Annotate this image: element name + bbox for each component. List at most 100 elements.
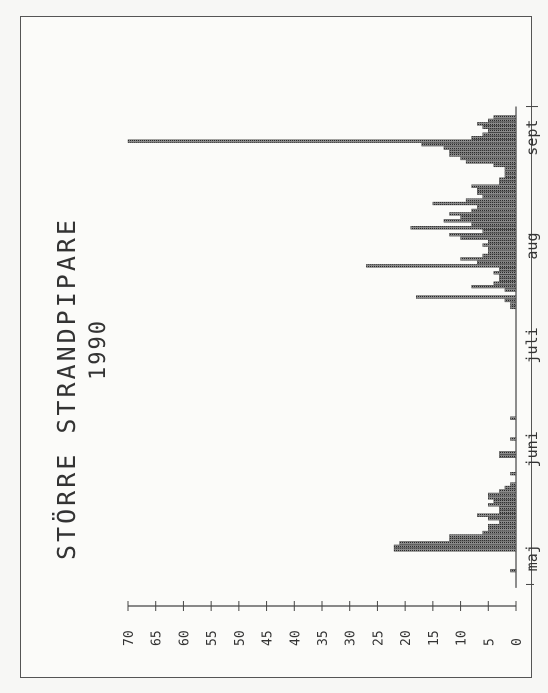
value-tick-label: 5 <box>482 638 497 646</box>
bar <box>510 305 517 310</box>
bar <box>477 188 517 192</box>
bar <box>460 257 517 261</box>
bar <box>471 284 517 289</box>
chart-frame <box>20 16 532 678</box>
bar <box>488 523 517 528</box>
value-tick-label: 30 <box>344 630 359 646</box>
bar <box>493 163 517 168</box>
bar <box>449 537 517 542</box>
bar <box>460 236 517 240</box>
bar <box>443 146 517 150</box>
bar-series <box>127 115 517 573</box>
value-tick-label: 10 <box>455 630 470 646</box>
bar <box>477 260 517 265</box>
bar <box>493 499 517 503</box>
bar <box>482 132 517 136</box>
bar <box>477 122 517 126</box>
bar <box>449 212 517 216</box>
bar <box>493 271 517 275</box>
month-label: aug <box>523 233 541 260</box>
month-label: juni <box>523 431 541 467</box>
bar <box>471 136 517 140</box>
value-tick-label: 20 <box>399 630 414 646</box>
bar <box>482 125 517 129</box>
bar <box>471 222 517 226</box>
bar <box>393 548 517 552</box>
month-label: juli <box>523 327 541 363</box>
chart-titles: STÖRRE STRANDPIPARE 1990 <box>52 217 111 560</box>
bar <box>488 492 517 497</box>
bar <box>510 302 517 306</box>
bar <box>488 517 517 521</box>
bar <box>499 278 517 282</box>
bar <box>477 205 517 209</box>
bar <box>510 472 517 476</box>
chart-title: STÖRRE STRANDPIPARE <box>52 217 81 560</box>
bar <box>482 253 517 258</box>
bar <box>499 177 517 181</box>
bar <box>504 174 517 178</box>
bar <box>465 198 517 202</box>
value-tick-label: 40 <box>288 630 303 646</box>
bar <box>449 534 517 538</box>
bar <box>499 489 517 493</box>
bar <box>499 454 517 458</box>
bar <box>449 233 517 237</box>
bar <box>432 201 517 206</box>
bar <box>416 295 517 299</box>
bar <box>499 267 517 271</box>
bar <box>449 149 517 154</box>
chart-subtitle: 1990 <box>86 319 111 380</box>
bar <box>482 194 517 199</box>
value-tick-label: 35 <box>316 630 331 646</box>
bar <box>493 115 517 119</box>
bar <box>465 160 517 164</box>
value-tick-label: 25 <box>371 630 386 646</box>
bar <box>393 544 517 548</box>
bar <box>510 416 517 420</box>
bar <box>488 118 517 123</box>
bar <box>504 167 517 171</box>
bar <box>488 503 517 507</box>
bar <box>488 129 517 133</box>
value-tick-label: 45 <box>261 630 276 646</box>
bar <box>488 250 517 254</box>
bar <box>504 288 517 292</box>
bar <box>488 496 517 500</box>
bar <box>477 513 517 517</box>
bar <box>504 485 517 490</box>
bar <box>471 208 517 213</box>
bar <box>504 170 517 174</box>
bar <box>499 510 517 514</box>
bar <box>366 264 517 268</box>
bar <box>399 541 517 545</box>
bar <box>449 153 517 157</box>
bar <box>477 191 517 195</box>
month-label: maj <box>523 544 541 571</box>
bar <box>499 181 517 185</box>
value-tick-label: 70 <box>122 630 137 646</box>
bar <box>471 184 517 188</box>
bar <box>488 527 517 531</box>
bar <box>499 520 517 524</box>
bar <box>460 215 517 219</box>
bar <box>482 229 517 233</box>
bar <box>482 530 517 535</box>
bar <box>499 274 517 278</box>
bar <box>482 243 517 247</box>
bar <box>499 506 517 510</box>
value-tick-label: 55 <box>205 630 220 646</box>
bar <box>499 451 517 455</box>
bar <box>510 482 517 486</box>
bar <box>510 568 517 573</box>
bar <box>421 143 517 147</box>
value-tick-label: 0 <box>510 638 525 646</box>
bar <box>410 226 517 230</box>
bar <box>460 156 517 161</box>
bar <box>504 298 517 303</box>
bar <box>493 281 517 285</box>
value-tick-label: 50 <box>233 630 248 646</box>
value-tick-label: 65 <box>150 630 165 646</box>
